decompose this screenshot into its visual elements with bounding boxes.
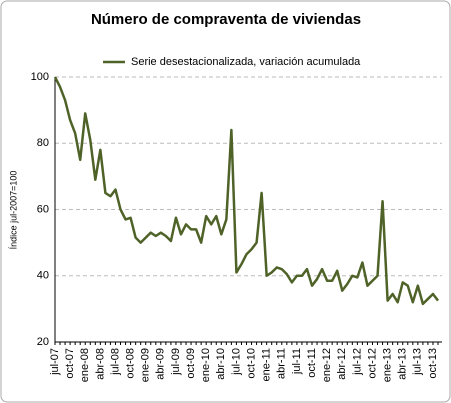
x-tick-label: jul-08 — [109, 348, 121, 376]
x-tick-label: ene-08 — [79, 348, 91, 382]
x-tick-label: abr-11 — [276, 348, 288, 379]
x-tick-label: abr-08 — [94, 348, 106, 380]
y-tick-label: 40 — [37, 270, 49, 282]
x-tick-label: abr-10 — [215, 348, 227, 380]
x-tick-label: oct-11 — [306, 348, 318, 378]
x-tick-label: oct-13 — [427, 348, 439, 379]
y-axis-label: Índice jul-2007=100 — [8, 171, 18, 250]
x-tick-label: jul-11 — [291, 348, 303, 375]
x-tick-label: ene-10 — [200, 348, 212, 382]
x-tick-label: oct-08 — [124, 348, 136, 379]
x-tick-label: ene-12 — [321, 348, 333, 382]
x-tick-label: abr-09 — [155, 348, 167, 380]
x-tick-label: abr-12 — [336, 348, 348, 380]
x-tick-label: jul-12 — [351, 348, 363, 376]
y-tick-label: 20 — [37, 336, 49, 348]
x-tick-label: ene-13 — [382, 348, 394, 382]
x-tick-label: abr-13 — [397, 348, 409, 380]
x-tick-label: jul-13 — [412, 348, 424, 376]
chart-title: Número de compraventa de viviendas — [91, 11, 361, 28]
x-tick-label: oct-10 — [245, 348, 257, 379]
legend-label: Serie desestacionalizada, variación acum… — [131, 56, 361, 68]
y-tick-label: 100 — [31, 71, 49, 83]
x-tick-label: oct-09 — [185, 348, 197, 379]
x-tick-label: jul-07 — [49, 348, 61, 376]
y-tick-label: 60 — [37, 203, 49, 215]
x-tick-label: ene-11 — [261, 348, 273, 381]
x-tick-label: oct-12 — [366, 348, 378, 379]
line-series — [53, 76, 439, 306]
x-tick-label: ene-09 — [140, 348, 152, 382]
x-tick-label: jul-09 — [170, 348, 182, 376]
y-tick-label: 80 — [37, 137, 49, 149]
x-tick-label: jul-10 — [230, 348, 242, 376]
x-tick-label: oct-07 — [64, 348, 76, 379]
